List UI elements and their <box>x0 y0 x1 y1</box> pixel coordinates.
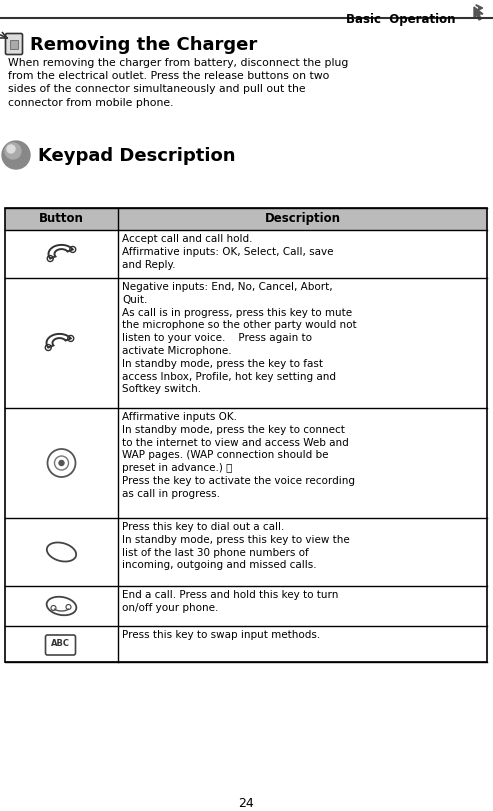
Bar <box>10 40 18 49</box>
Circle shape <box>59 461 64 466</box>
Text: Keypad Description: Keypad Description <box>38 147 236 165</box>
Text: Affirmative inputs OK.
In standby mode, press the key to connect
to the internet: Affirmative inputs OK. In standby mode, … <box>122 412 355 499</box>
Circle shape <box>2 141 30 169</box>
FancyBboxPatch shape <box>45 635 75 655</box>
Text: Press this key to swap input methods.: Press this key to swap input methods. <box>122 630 320 640</box>
Text: Removing the Charger: Removing the Charger <box>30 36 257 54</box>
Circle shape <box>5 143 21 159</box>
Circle shape <box>7 145 15 153</box>
Text: Negative inputs: End, No, Cancel, Abort,
Quit.
As call is in progress, press thi: Negative inputs: End, No, Cancel, Abort,… <box>122 282 356 394</box>
Text: ABC: ABC <box>51 640 70 649</box>
Text: Press this key to dial out a call.
In standby mode, press this key to view the
l: Press this key to dial out a call. In st… <box>122 522 350 570</box>
Text: Accept call and call hold.
Affirmative inputs: OK, Select, Call, save
and Reply.: Accept call and call hold. Affirmative i… <box>122 234 333 269</box>
Polygon shape <box>474 7 483 20</box>
Bar <box>5 208 487 662</box>
Text: When removing the charger from battery, disconnect the plug
from the electrical : When removing the charger from battery, … <box>8 58 349 108</box>
Text: End a call. Press and hold this key to turn
on/off your phone.: End a call. Press and hold this key to t… <box>122 590 338 613</box>
Text: Basic  Operation: Basic Operation <box>346 13 455 26</box>
Text: 24: 24 <box>238 797 254 810</box>
Text: Button: Button <box>39 212 84 225</box>
Bar <box>5 208 487 230</box>
Text: Description: Description <box>265 212 341 225</box>
Bar <box>5 208 487 662</box>
FancyBboxPatch shape <box>5 33 23 54</box>
